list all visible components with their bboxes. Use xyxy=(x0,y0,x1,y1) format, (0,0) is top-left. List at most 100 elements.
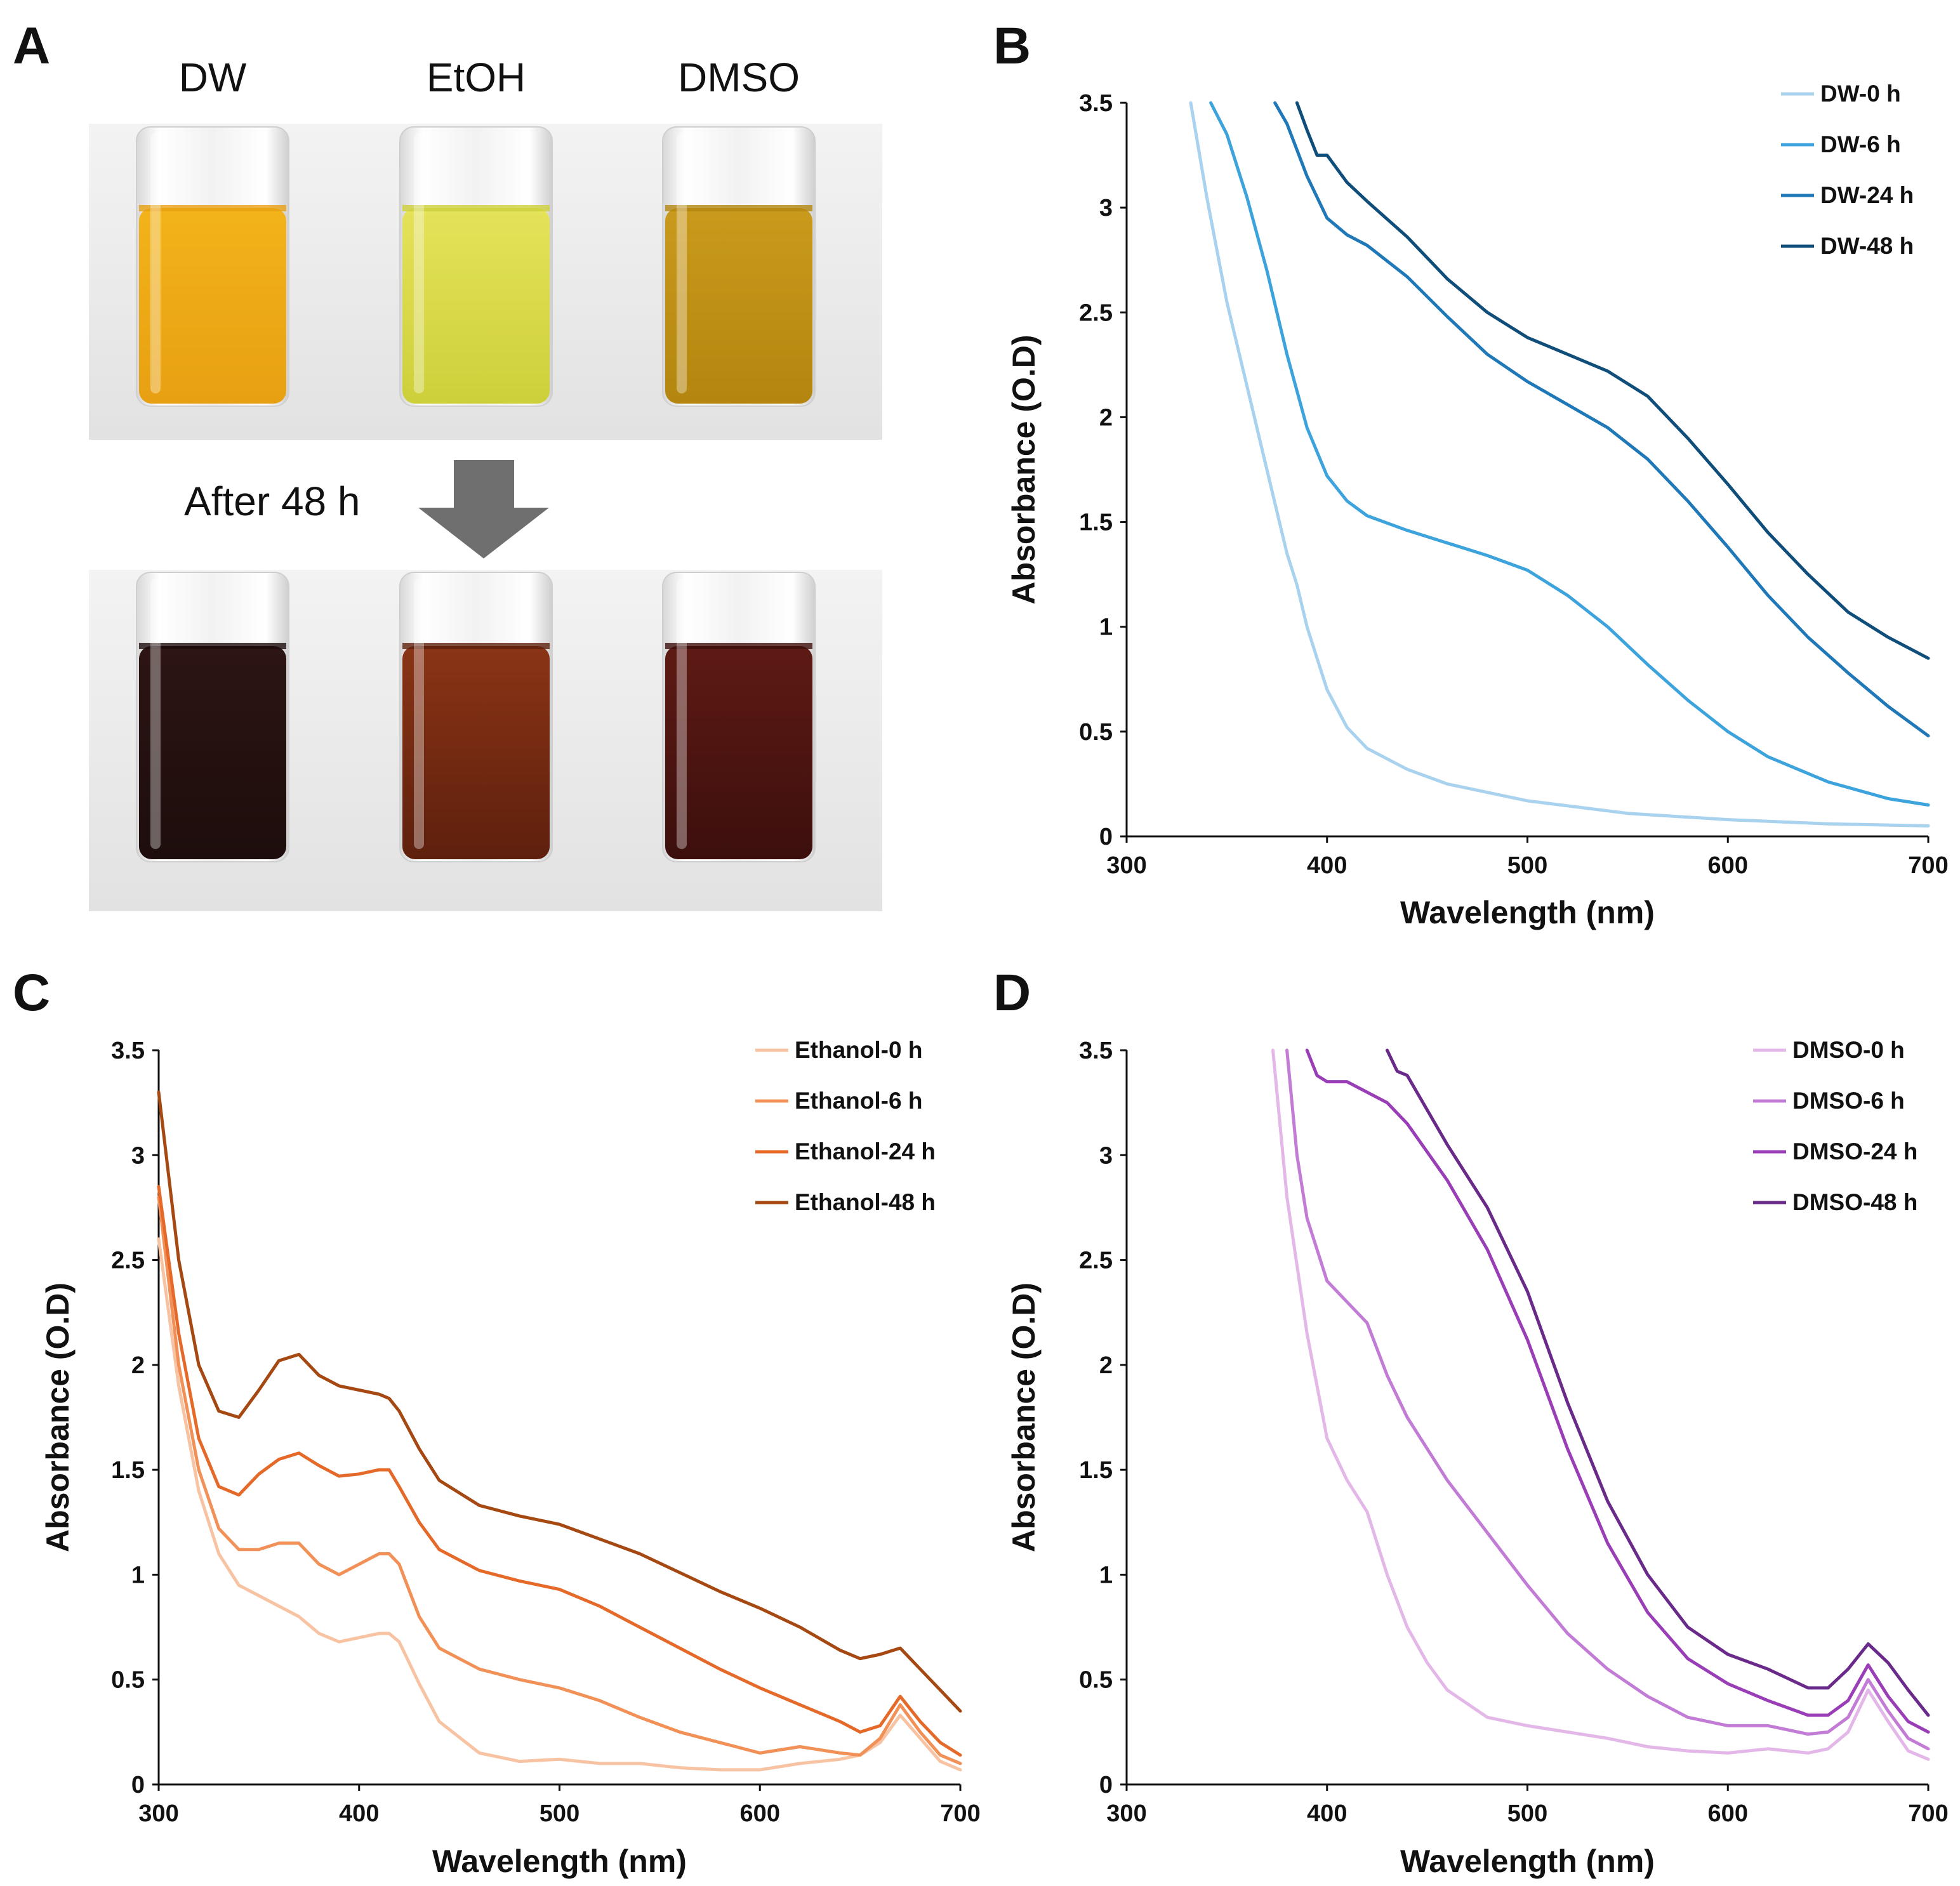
x-axis-title: Wavelength (nm) xyxy=(1400,895,1655,930)
x-tick-label: 400 xyxy=(1307,852,1347,879)
panel-b-chart: B 0 0.5 1 1.5 2 2.5 3 3.5 300 400 500 600 700 Waveleng… xyxy=(993,17,1949,930)
y-tick-label: 0.5 xyxy=(1079,719,1113,746)
vial-liquid xyxy=(665,208,812,404)
series-line-ethanol-6-h xyxy=(157,1195,962,1765)
y-tick-label: 3 xyxy=(131,1142,145,1169)
series-line-dw-6-h xyxy=(1209,101,1930,807)
series-line-dmso-6-h xyxy=(1285,1048,1930,1751)
vial-highlight xyxy=(677,133,687,393)
x-tick-label: 400 xyxy=(1307,1800,1347,1827)
x-tick-label: 300 xyxy=(1106,1800,1146,1827)
vial-highlight xyxy=(150,579,161,849)
x-tick-label: 700 xyxy=(940,1800,980,1827)
vials-before xyxy=(136,126,816,407)
vial-liquid xyxy=(139,208,286,404)
panel-d-chart: D 0 0.5 1 1.5 2 2.5 3 3.5 300 400 500 600 700 Waveleng… xyxy=(993,964,1949,1879)
vial-meniscus xyxy=(402,205,550,211)
solvent-label-dmso: DMSO xyxy=(678,55,800,100)
x-axis-title: Wavelength (nm) xyxy=(1400,1843,1655,1879)
x-tick-label: 300 xyxy=(138,1800,178,1827)
panel-letter-a: A xyxy=(13,17,50,75)
series-line-ethanol-48-h xyxy=(157,1090,962,1713)
legend-label: DMSO-24 h xyxy=(1792,1138,1917,1164)
solvent-label-etoh: EtOH xyxy=(427,55,526,100)
vial-meniscus xyxy=(665,643,812,649)
x-tick-label: 300 xyxy=(1106,852,1146,879)
vial-highlight xyxy=(414,579,424,849)
after-vial-dmso xyxy=(662,572,816,862)
y-axis-title: Absorbance (O.D) xyxy=(40,1283,76,1552)
vial-liquid xyxy=(402,646,550,859)
legend-label: Ethanol-0 h xyxy=(795,1037,922,1063)
vial-highlight xyxy=(150,133,161,393)
x-tick-label: 400 xyxy=(339,1800,379,1827)
y-tick-label: 2.5 xyxy=(1079,300,1113,326)
legend-label: DMSO-6 h xyxy=(1792,1088,1905,1114)
vial-meniscus xyxy=(665,205,812,211)
panel-letter-c: C xyxy=(13,964,50,1022)
x-tick-label: 700 xyxy=(1908,852,1948,879)
y-tick-label: 1.5 xyxy=(111,1457,145,1484)
vial-meniscus xyxy=(139,205,286,211)
vial-highlight xyxy=(414,133,424,393)
series-line-dmso-48-h xyxy=(1386,1048,1930,1717)
x-tick-label: 700 xyxy=(1908,1800,1948,1827)
y-tick-label: 2 xyxy=(131,1352,145,1379)
vial-meniscus xyxy=(402,643,550,649)
series-line-dw-0-h xyxy=(1189,101,1930,828)
x-axis-title: Wavelength (nm) xyxy=(432,1843,687,1879)
x-tick-label: 500 xyxy=(540,1800,579,1827)
x-tick-label: 500 xyxy=(1507,1800,1547,1827)
panel-c-chart: C 0 0.5 1 1.5 2 2.5 3 3.5 300 400 500 600 700 Waveleng… xyxy=(13,964,981,1879)
y-tick-label: 3 xyxy=(1099,195,1113,221)
series-line-dmso-24-h xyxy=(1305,1048,1930,1734)
x-tick-label: 600 xyxy=(740,1800,780,1827)
vial-liquid xyxy=(402,208,550,404)
y-tick-label: 3.5 xyxy=(1079,1038,1113,1064)
series-line-ethanol-24-h xyxy=(157,1185,962,1757)
after-vial-etoh xyxy=(399,572,553,862)
after-48h-label: After 48 h xyxy=(184,478,361,524)
legend-label: Ethanol-48 h xyxy=(795,1189,936,1215)
legend: Ethanol-0 h Ethanol-6 h Ethanol-24 h Ethano… xyxy=(755,1037,936,1215)
y-tick-label: 2 xyxy=(1099,404,1113,431)
y-tick-label: 3.5 xyxy=(1079,90,1113,117)
legend: DMSO-0 h DMSO-6 h DMSO-24 h DMSO-48 h xyxy=(1753,1037,1917,1215)
y-tick-label: 2 xyxy=(1099,1352,1113,1379)
series-line-dw-24-h xyxy=(1273,101,1930,737)
legend-label: Ethanol-6 h xyxy=(795,1088,922,1114)
after-vial-dw xyxy=(136,572,289,862)
y-tick-label: 2.5 xyxy=(1079,1248,1113,1274)
panel-a: A DW EtOH DMSO After 48 h xyxy=(13,17,882,911)
x-tick-label: 600 xyxy=(1708,1800,1748,1827)
legend: DW-0 h DW-6 h DW-24 h DW-48 h xyxy=(1781,81,1914,259)
before-vial-dmso xyxy=(662,126,816,407)
before-vial-dw xyxy=(136,126,289,407)
y-tick-label: 1.5 xyxy=(1079,510,1113,536)
y-tick-label: 1 xyxy=(1099,1562,1113,1588)
vial-liquid xyxy=(665,646,812,859)
legend-label: DMSO-0 h xyxy=(1792,1037,1905,1063)
solvent-label-dw: DW xyxy=(179,55,247,100)
y-tick-label: 0 xyxy=(1099,1772,1113,1798)
legend-label: DW-6 h xyxy=(1820,131,1901,157)
panel-letter-b: B xyxy=(993,17,1031,75)
legend-label: Ethanol-24 h xyxy=(795,1138,936,1164)
series-line-ethanol-0-h xyxy=(157,1237,962,1772)
vials-after xyxy=(136,572,816,862)
y-tick-label: 3 xyxy=(1099,1142,1113,1169)
legend-label: DMSO-48 h xyxy=(1792,1189,1917,1215)
series-line-dw-48-h xyxy=(1295,101,1930,660)
series-line-dmso-0-h xyxy=(1271,1048,1930,1761)
y-tick-label: 2.5 xyxy=(111,1248,145,1274)
vial-liquid xyxy=(139,646,286,859)
y-tick-label: 1.5 xyxy=(1079,1457,1113,1484)
y-tick-label: 3.5 xyxy=(111,1038,145,1064)
panel-letter-d: D xyxy=(993,964,1031,1022)
y-tick-label: 0 xyxy=(1099,824,1113,850)
vial-highlight xyxy=(677,579,687,849)
y-tick-label: 0.5 xyxy=(111,1667,145,1694)
legend-label: DW-48 h xyxy=(1820,233,1914,259)
y-tick-label: 0 xyxy=(131,1772,145,1798)
